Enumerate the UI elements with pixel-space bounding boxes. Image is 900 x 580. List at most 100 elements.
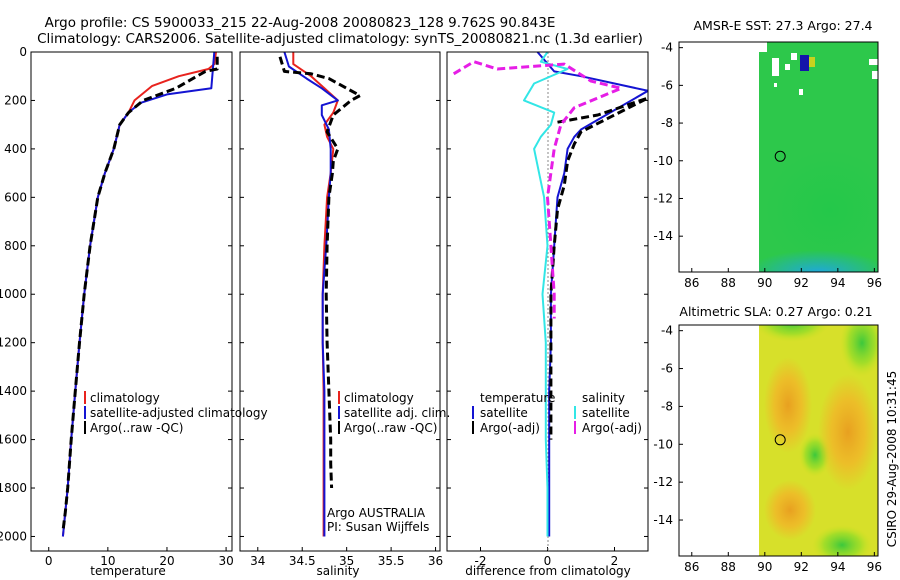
difference-x-label: difference from climatology [465,564,631,578]
map-x-tick-label: 88 [721,276,736,290]
map-y-tick-label: -14 [653,229,673,243]
map-y-tick-label: -8 [661,399,673,413]
map-y-tick-label: -8 [661,116,673,130]
sst-map-axes: 86 88 90 92 94 96 -4 -6 -8 -10 -12 -14 [653,41,882,290]
legend-label-temperature-satellite: satellite [480,406,528,420]
figure-title-line1: Argo profile: CS 5900033_215 22-Aug-2008… [45,15,556,31]
series-line-temperature-argo-adj [549,96,648,440]
x-tick-label: 34.5 [289,554,316,568]
legend-header-temperature: temperature [480,391,555,405]
series-line-argo-raw-qc [278,56,362,489]
difference-series [452,52,648,537]
sst-map-title: AMSR-E SST: 27.3 Argo: 27.4 [693,18,872,33]
sst-warm-spot [800,55,809,71]
sst-cloud-gap [869,59,878,65]
series-line-salinity-argo-adj [452,60,623,319]
salinity-annotation-line2: PI: Susan Wijffels [327,520,429,534]
x-tick-label: 20 [159,554,174,568]
difference-axes: -2 0 2 [447,51,648,568]
difference-legend: temperature satellite Argo(-adj) salinit… [472,391,642,435]
legend-label-satellite-adjusted: satellite-adjusted climatology [90,406,268,420]
y-tick-label: 2000 [0,529,27,543]
salinity-x-label: salinity [316,564,359,578]
sst-map-panel: AMSR-E SST: 27.3 Argo: 27.4 86 88 90 92 94 96… [653,18,882,290]
sst-cloud-gap [785,64,790,70]
map-y-tick-label: -12 [653,191,673,205]
y-tick-label: 1600 [0,433,27,447]
temperature-x-label: temperature [90,564,165,578]
legend-label-salinity-argo: Argo(-adj) [582,421,642,435]
salinity-panel: 34 34.5 35 35.5 36 climatology satellite adj… [239,51,450,578]
map-y-tick-label: -4 [661,41,673,55]
x-tick-label: 30 [218,554,233,568]
x-tick-label: 2 [611,554,619,568]
legend-label-climatology: climatology [344,391,414,405]
x-tick-label: 35 [339,554,354,568]
y-tick-label: 1000 [0,287,27,301]
x-tick-label: 34 [250,554,265,568]
x-tick-label: -2 [475,554,487,568]
map-x-tick-label: 86 [684,560,699,574]
y-tick-label: 200 [4,93,27,107]
sst-cloud-gap [799,89,803,95]
series-line-salinity-satellite [523,52,569,537]
sst-cloud-gap [791,53,797,60]
salinity-annotation-line1: Argo AUSTRALIA [327,506,426,520]
y-tick-label: 1800 [0,481,27,495]
sla-high-west [764,357,812,453]
map-x-tick-label: 94 [830,276,845,290]
temperature-axes: 0 10 20 30 0 200 400 600 800 1000 1200 1400 1600 1800… [0,45,234,568]
y-tick-label: 1400 [0,384,27,398]
sst-cloud-gap [772,58,779,76]
map-x-tick-label: 90 [757,276,772,290]
legend-header-salinity: salinity [582,391,625,405]
map-y-tick-label: -6 [661,362,673,376]
series-line-satellite-adjusted-climatology [61,52,216,537]
temperature-panel: 0 10 20 30 0 200 400 600 800 1000 1200 1400 1600 1800… [0,45,268,578]
sla-low-north-west [759,325,830,342]
sst-cold-patch [759,250,878,272]
legend-label-argo: Argo(..raw -QC) [344,421,437,435]
sst-cloud-gap [759,42,767,52]
map-y-tick-label: -10 [653,154,673,168]
sst-map-frame [678,41,879,273]
csiro-timestamp: CSIRO 29-Aug-2008 10:31:45 [885,371,899,547]
argo-position-marker [774,434,786,446]
sla-map-frame [678,324,879,557]
map-x-tick-label: 92 [794,276,809,290]
series-line-climatology [61,52,217,537]
legend-label-satellite-adj: satellite adj. clim. [344,406,450,420]
series-line-argo-raw-qc [61,56,219,532]
map-y-tick-label: -10 [653,437,673,451]
sst-warm-spot-edge [809,57,815,67]
temperature-series [61,52,219,537]
sst-cloud-gap [774,83,777,87]
map-y-tick-label: -12 [653,475,673,489]
map-x-tick-label: 88 [721,560,736,574]
map-x-tick-label: 94 [830,560,845,574]
x-tick-label: 0 [45,554,53,568]
sla-low-north-east [840,325,878,377]
x-tick-label: 0 [544,554,552,568]
salinity-plot-frame [239,51,441,552]
map-x-tick-label: 96 [867,560,882,574]
map-x-tick-label: 86 [684,276,699,290]
temperature-plot-frame [30,51,233,552]
legend-label-salinity-satellite: satellite [582,406,630,420]
map-y-tick-label: -6 [661,78,673,92]
y-tick-label: 600 [4,190,27,204]
map-y-tick-label: -14 [653,513,673,527]
sst-cool-patch [765,150,878,270]
figure-title-line2: Climatology: CARS2006. Satellite-adjuste… [37,31,643,47]
temperature-legend: climatology satellite-adjusted climatolo… [84,391,268,435]
x-tick-label: 35.5 [378,554,405,568]
x-tick-label: 10 [100,554,115,568]
legend-label-temperature-argo: Argo(-adj) [480,421,540,435]
argo-position-marker [774,150,786,162]
salinity-series [278,52,362,537]
sst-cloud-gap [872,71,878,79]
salinity-legend: climatology satellite adj. clim. Argo(..… [338,391,450,435]
y-tick-label: 0 [19,45,27,59]
legend-label-climatology: climatology [90,391,160,405]
